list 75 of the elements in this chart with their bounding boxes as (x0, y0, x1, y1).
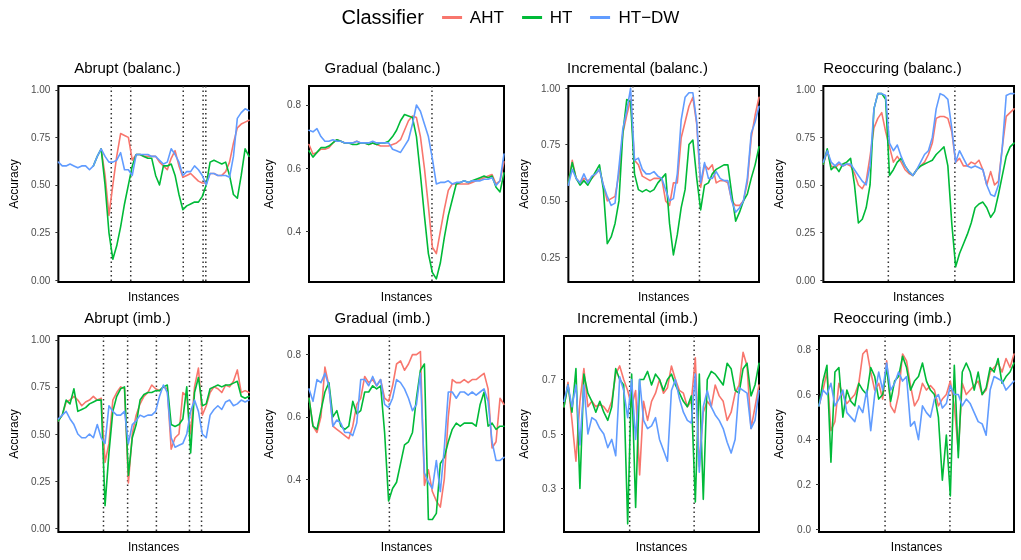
y-tick-label: 1.00 (30, 334, 51, 346)
y-tick-label: 0.50 (795, 179, 816, 191)
legend-label: AHT (469, 7, 504, 28)
line-series (818, 362, 1015, 441)
x-axis-title: Instances (380, 540, 433, 554)
y-tick-label: 0.25 (30, 227, 51, 239)
y-tick-label: 0.6 (797, 389, 812, 401)
x-axis-title: Instances (637, 290, 690, 304)
x-axis-title: Instances (380, 290, 433, 304)
x-axis-title: Instances (127, 290, 180, 304)
chart-title: Gradual (imb.) (334, 309, 431, 326)
y-axis-title: Accuracy (517, 409, 531, 459)
legend-title: Classifier (341, 6, 424, 29)
line-series (57, 108, 250, 186)
y-tick-label: 0.3 (542, 482, 557, 494)
chart-title: Abrupt (imb.) (84, 309, 171, 326)
y-tick-label: 0.75 (795, 131, 816, 143)
y-tick-label: 0.50 (30, 428, 51, 440)
y-tick-label: 0.5 (542, 428, 557, 440)
y-tick-label: 0.00 (795, 274, 816, 286)
y-tick-label: 0.2 (797, 479, 812, 491)
line-series (822, 92, 1015, 198)
chart-title: Reoccuring (balanc.) (823, 59, 962, 76)
line-series (57, 376, 250, 507)
y-tick-label: 0.6 (287, 411, 302, 423)
legend-label: HT−DW (618, 7, 680, 28)
y-tick-label: 0.4 (287, 225, 302, 237)
y-axis-title: Accuracy (772, 409, 786, 459)
line-series (567, 98, 760, 256)
y-tick-label: 0.50 (540, 195, 561, 207)
y-tick-label: 0.8 (287, 349, 302, 361)
y-tick-label: 0.4 (797, 434, 812, 446)
y-tick-label: 1.00 (795, 84, 816, 96)
y-tick-label: 0.6 (287, 162, 302, 174)
chart-title: Reoccuring (imb.) (833, 309, 952, 326)
y-axis-title: Accuracy (772, 159, 786, 209)
line-series (563, 362, 760, 525)
y-tick-label: 0.75 (540, 139, 561, 151)
y-tick-label: 0.50 (30, 179, 51, 191)
y-axis-title: Accuracy (7, 409, 21, 459)
x-axis-title: Instances (892, 290, 945, 304)
y-tick-label: 0.75 (30, 381, 51, 393)
line-series (563, 373, 760, 473)
y-tick-label: 0.25 (540, 251, 561, 263)
chart-title: Abrupt (balanc.) (74, 59, 181, 76)
y-tick-label: 0.7 (542, 374, 557, 386)
line-series (822, 92, 1015, 268)
y-tick-label: 1.00 (540, 82, 561, 94)
y-tick-label: 0.75 (30, 131, 51, 143)
line-series (308, 113, 505, 280)
line-series (57, 384, 250, 448)
x-axis-title: Instances (635, 540, 688, 554)
line-series (818, 355, 1015, 497)
y-axis-title: Accuracy (262, 409, 276, 459)
line-series (308, 363, 505, 521)
chart-title: Gradual (balanc.) (324, 59, 441, 76)
line-series (308, 104, 505, 187)
y-tick-label: 0.8 (797, 344, 812, 356)
y-tick-label: 1.00 (30, 84, 51, 96)
chart-title: Incremental (balanc.) (567, 59, 708, 76)
y-axis-title: Accuracy (262, 159, 276, 209)
y-tick-label: 0.00 (30, 522, 51, 534)
chart-title: Incremental (imb.) (577, 309, 698, 326)
y-tick-label: 0.00 (30, 274, 51, 286)
y-tick-label: 0.8 (287, 99, 302, 111)
x-axis-title: Instances (127, 540, 180, 554)
y-axis-title: Accuracy (7, 159, 21, 209)
legend-label: HT (549, 7, 573, 28)
y-tick-label: 0.0 (797, 524, 812, 536)
y-tick-label: 0.25 (795, 227, 816, 239)
y-tick-label: 0.25 (30, 475, 51, 487)
y-tick-label: 0.4 (287, 473, 302, 485)
line-series (308, 372, 505, 493)
x-axis-title: Instances (890, 540, 943, 554)
y-axis-title: Accuracy (517, 159, 531, 209)
